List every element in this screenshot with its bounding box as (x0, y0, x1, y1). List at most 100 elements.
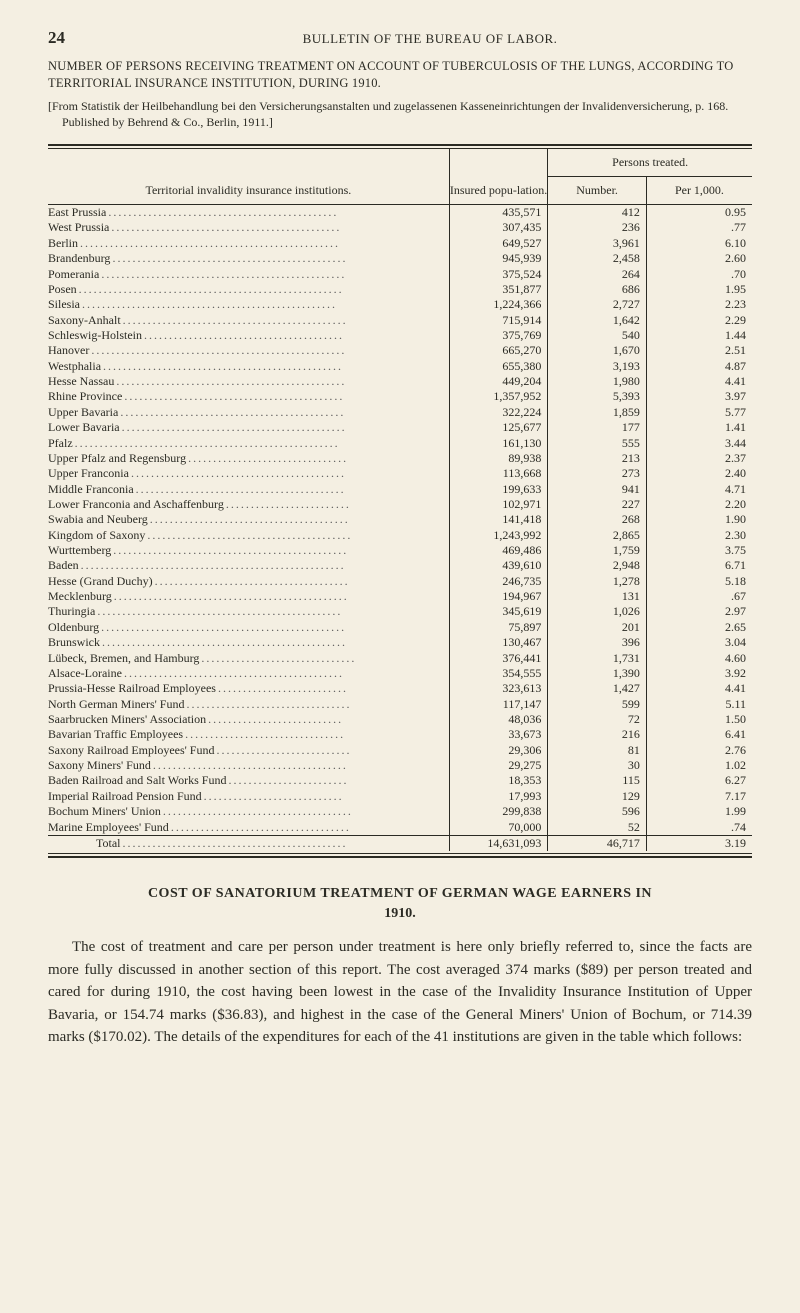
table-row: Kingdom of Saxony.......................… (48, 528, 752, 543)
cell-per1000: 1.50 (646, 712, 752, 727)
page-number: 24 (48, 28, 108, 48)
cell-number: 2,865 (548, 528, 647, 543)
cell-institution: West Prussia............................… (48, 220, 449, 235)
cell-per1000: 1.41 (646, 420, 752, 435)
cell-per1000: .70 (646, 267, 752, 282)
cell-number: 1,980 (548, 374, 647, 389)
cell-institution: Saxony Railroad Employees' Fund.........… (48, 743, 449, 758)
cell-per1000: 5.11 (646, 697, 752, 712)
table-row: Upper Bavaria...........................… (48, 405, 752, 420)
table-row: Baden Railroad and Salt Works Fund......… (48, 773, 752, 788)
cell-number: 131 (548, 589, 647, 604)
cell-institution: Pfalz...................................… (48, 436, 449, 451)
cell-number: 273 (548, 466, 647, 481)
cell-number: 1,859 (548, 405, 647, 420)
cell-per1000: 5.77 (646, 405, 752, 420)
cell-institution: Marine Employees' Fund..................… (48, 820, 449, 836)
table-row: Middle Franconia........................… (48, 482, 752, 497)
cell-population: 665,270 (449, 343, 548, 358)
table-row: Baden...................................… (48, 558, 752, 573)
cell-population: 351,877 (449, 282, 548, 297)
cell-per1000: 2.37 (646, 451, 752, 466)
table-row: Mecklenburg.............................… (48, 589, 752, 604)
cell-per1000: 2.30 (646, 528, 752, 543)
cell-institution: North German Miners' Fund...............… (48, 697, 449, 712)
cell-population: 322,224 (449, 405, 548, 420)
cell-per1000: 6.27 (646, 773, 752, 788)
cell-per1000: 3.92 (646, 666, 752, 681)
table-row: Bavarian Traffic Employees..............… (48, 727, 752, 742)
cell-population: 375,524 (449, 267, 548, 282)
table-row-total: Total...................................… (48, 835, 752, 851)
table-row: Upper Pfalz and Regensburg..............… (48, 451, 752, 466)
cell-per1000: 2.51 (646, 343, 752, 358)
cell-institution: Brandenburg.............................… (48, 251, 449, 266)
cell-population: 246,735 (449, 574, 548, 589)
cell-per1000: 4.87 (646, 359, 752, 374)
cell-institution: Baden Railroad and Salt Works Fund......… (48, 773, 449, 788)
table-row: Thuringia...............................… (48, 604, 752, 619)
cell-per1000: 2.60 (646, 251, 752, 266)
cell-per1000: 1.90 (646, 512, 752, 527)
table-row: Alsace-Loraine..........................… (48, 666, 752, 681)
cell-population: 17,993 (449, 789, 548, 804)
cell-population: 376,441 (449, 651, 548, 666)
cell-number: 2,458 (548, 251, 647, 266)
cell-population: 655,380 (449, 359, 548, 374)
cell-per1000: 1.95 (646, 282, 752, 297)
cell-population: 345,619 (449, 604, 548, 619)
cell-population: 199,633 (449, 482, 548, 497)
cell-population: 307,435 (449, 220, 548, 235)
cell-number: 555 (548, 436, 647, 451)
cell-population: 194,967 (449, 589, 548, 604)
cell-per1000: .77 (646, 220, 752, 235)
th-number: Number. (548, 177, 647, 205)
table-row: West Prussia............................… (48, 220, 752, 235)
cell-per1000: 2.97 (646, 604, 752, 619)
cell-institution: Saxony-Anhalt...........................… (48, 313, 449, 328)
cell-institution: Hesse Nassau............................… (48, 374, 449, 389)
cell-institution: Mecklenburg.............................… (48, 589, 449, 604)
cell-institution: Total...................................… (48, 835, 449, 851)
cell-number: 1,278 (548, 574, 647, 589)
table-head: Territorial invalidity insurance institu… (48, 149, 752, 205)
table-row: Lower Bavaria...........................… (48, 420, 752, 435)
table-row: Prussia-Hesse Railroad Employees........… (48, 681, 752, 696)
table-row: Brunswick...............................… (48, 635, 752, 650)
cell-number: 599 (548, 697, 647, 712)
cell-institution: Bavarian Traffic Employees..............… (48, 727, 449, 742)
table-row: Berlin..................................… (48, 236, 752, 251)
cell-institution: Prussia-Hesse Railroad Employees........… (48, 681, 449, 696)
cell-per1000: .67 (646, 589, 752, 604)
cell-number: 1,390 (548, 666, 647, 681)
cell-population: 113,668 (449, 466, 548, 481)
cell-per1000: 3.75 (646, 543, 752, 558)
cell-number: 596 (548, 804, 647, 819)
th-insured: Insured popu-lation. (449, 149, 548, 205)
cell-population: 469,486 (449, 543, 548, 558)
cell-institution: Rhine Province..........................… (48, 389, 449, 404)
th-institutions: Territorial invalidity insurance institu… (48, 149, 449, 205)
cell-per1000: 5.18 (646, 574, 752, 589)
th-persons-treated: Persons treated. (548, 149, 752, 177)
table-row: Saxony-Anhalt...........................… (48, 313, 752, 328)
cell-institution: East Prussia............................… (48, 205, 449, 221)
table-row: North German Miners' Fund...............… (48, 697, 752, 712)
cell-population: 323,613 (449, 681, 548, 696)
cell-per1000: 4.71 (646, 482, 752, 497)
cell-institution: Schleswig-Holstein......................… (48, 328, 449, 343)
cell-institution: Silesia.................................… (48, 297, 449, 312)
cell-number: 177 (548, 420, 647, 435)
cell-population: 435,571 (449, 205, 548, 221)
cell-per1000: 2.20 (646, 497, 752, 512)
cell-institution: Swabia and Neuberg......................… (48, 512, 449, 527)
table-row: Lübeck, Bremen, and Hamburg.............… (48, 651, 752, 666)
cost-heading: COST OF SANATORIUM TREATMENT OF GERMAN W… (48, 886, 752, 902)
cell-per1000: 1.99 (646, 804, 752, 819)
cell-per1000: 6.10 (646, 236, 752, 251)
cell-institution: Baden...................................… (48, 558, 449, 573)
table-row: Silesia.................................… (48, 297, 752, 312)
cell-per1000: 2.40 (646, 466, 752, 481)
th-per1000: Per 1,000. (646, 177, 752, 205)
cell-number: 129 (548, 789, 647, 804)
